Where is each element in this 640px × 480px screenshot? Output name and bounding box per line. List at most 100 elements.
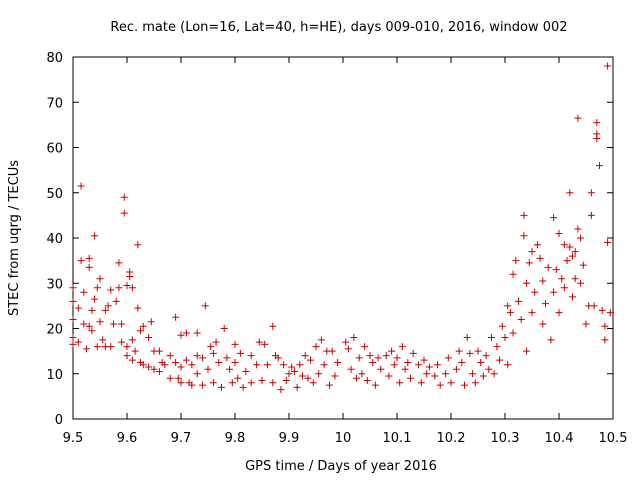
data-point <box>533 241 541 249</box>
data-point <box>377 365 385 373</box>
data-point <box>371 381 379 389</box>
data-point <box>304 374 312 382</box>
data-point <box>452 365 460 373</box>
data-point <box>207 343 215 351</box>
data-point <box>147 318 155 326</box>
data-point <box>577 234 585 242</box>
data-point <box>358 370 366 378</box>
data-point <box>128 356 136 364</box>
data-point <box>531 288 539 296</box>
data-point <box>509 329 517 337</box>
data-point <box>118 320 126 328</box>
data-point <box>347 365 355 373</box>
data-point <box>501 334 509 342</box>
data-point <box>496 356 504 364</box>
data-point <box>342 338 350 346</box>
data-point <box>601 322 609 330</box>
data-point <box>355 354 363 362</box>
data-point <box>182 329 190 337</box>
data-point <box>155 347 163 355</box>
data-point <box>587 189 595 197</box>
data-point <box>504 361 512 369</box>
data-point <box>525 259 533 267</box>
data-point <box>574 114 582 122</box>
data-point <box>96 318 104 326</box>
data-point <box>520 232 528 240</box>
data-point <box>174 374 182 382</box>
data-point <box>528 309 536 317</box>
data-point <box>199 354 207 362</box>
data-point <box>166 352 174 360</box>
data-point <box>477 358 485 366</box>
data-point <box>280 361 288 369</box>
data-point <box>312 343 320 351</box>
data-point <box>423 370 431 378</box>
x-tick-label: 9.7 <box>171 431 192 446</box>
data-point <box>99 336 107 344</box>
data-point <box>350 334 358 342</box>
data-point <box>269 322 277 330</box>
data-point <box>469 370 477 378</box>
data-point <box>390 361 398 369</box>
data-point <box>361 343 369 351</box>
data-point <box>571 275 579 283</box>
data-point <box>69 334 77 342</box>
data-point <box>334 358 342 366</box>
data-point <box>555 229 563 237</box>
y-tick-label: 20 <box>46 323 63 338</box>
data-point <box>242 367 250 375</box>
data-point <box>88 306 96 314</box>
data-point <box>110 320 117 328</box>
x-tick-label: 10.5 <box>599 431 628 446</box>
data-point <box>290 367 298 375</box>
data-point <box>69 340 77 348</box>
data-point <box>285 370 293 378</box>
data-point <box>193 370 201 378</box>
data-point <box>566 243 574 251</box>
data-point <box>91 295 99 303</box>
data-point <box>550 288 558 296</box>
data-point <box>282 377 290 385</box>
data-point <box>488 334 495 342</box>
data-point <box>115 284 123 292</box>
data-point <box>128 336 136 344</box>
data-point <box>550 214 558 222</box>
data-point <box>569 293 576 301</box>
chart-title: Rec. mate (Lon=16, Lat=40, h=HE), days 0… <box>110 20 567 35</box>
data-point <box>577 279 585 287</box>
data-point <box>504 302 512 310</box>
data-point <box>93 343 101 351</box>
data-points <box>69 62 614 394</box>
data-point <box>104 302 112 310</box>
data-point <box>161 361 169 369</box>
data-point <box>145 334 153 342</box>
data-point <box>150 365 158 373</box>
data-point <box>558 275 566 283</box>
data-point <box>247 379 255 387</box>
data-point <box>353 374 360 382</box>
data-point <box>447 379 455 387</box>
data-point <box>434 361 441 369</box>
data-point <box>236 349 244 357</box>
data-point <box>77 182 85 190</box>
data-point <box>515 297 522 305</box>
data-point <box>172 313 180 321</box>
data-point <box>523 279 531 287</box>
data-point <box>571 248 579 256</box>
data-point <box>320 361 328 369</box>
data-point <box>123 282 131 290</box>
data-point <box>512 257 520 265</box>
data-point <box>520 211 528 219</box>
data-point <box>425 363 433 371</box>
data-point <box>606 309 614 317</box>
data-point <box>331 372 339 380</box>
data-point <box>134 304 142 312</box>
data-point <box>485 365 493 373</box>
data-point <box>85 254 93 262</box>
data-point <box>509 270 517 278</box>
x-axis-label: GPS time / Days of year 2016 <box>245 459 437 474</box>
data-point <box>85 263 93 271</box>
data-point <box>177 379 185 387</box>
data-point <box>193 329 201 337</box>
data-point <box>218 383 225 391</box>
